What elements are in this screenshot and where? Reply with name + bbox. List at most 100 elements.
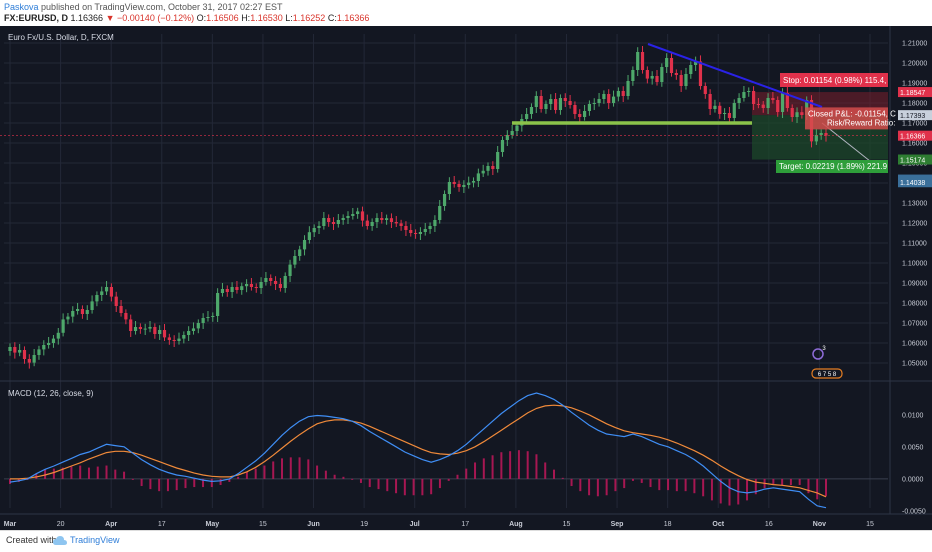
candle-body xyxy=(341,218,345,220)
macd-hist-bar xyxy=(816,478,819,500)
y-tick-label: 1.18000 xyxy=(902,101,927,108)
candle-body xyxy=(563,98,567,101)
candle-body xyxy=(655,76,659,82)
macd-hist-bar xyxy=(544,462,547,479)
candle-body xyxy=(515,125,519,131)
macd-hist-bar xyxy=(193,478,196,488)
candle-body xyxy=(708,94,712,109)
macd-hist-bar xyxy=(772,478,775,484)
macd-hist-bar xyxy=(675,478,678,492)
chart-area[interactable]: 1.21000 1.20000 1.19000 1.18000 1.17000 1.160… xyxy=(0,26,932,530)
symbol-label: FX:EURUSD, D xyxy=(4,13,69,23)
macd-hist-bar xyxy=(825,478,827,497)
candle-body xyxy=(621,91,625,96)
macd-hist-bar xyxy=(491,455,494,479)
idea-badge-count: 3 xyxy=(822,346,826,352)
author-link[interactable]: Paskova xyxy=(4,2,39,12)
candle-body xyxy=(491,166,495,169)
candle-body xyxy=(380,218,384,220)
macd-hist-bar xyxy=(640,478,643,483)
candle-body xyxy=(727,113,732,118)
candle-body xyxy=(549,99,553,104)
candle-body xyxy=(428,226,432,229)
candle-body xyxy=(684,74,688,86)
candle-body xyxy=(433,220,437,226)
macd-hist-bar xyxy=(710,478,713,501)
price-chart-svg[interactable]: 1.21000 1.20000 1.19000 1.18000 1.17000 1.160… xyxy=(0,26,932,530)
macd-hist-bar xyxy=(210,478,213,488)
candle-body xyxy=(22,350,27,359)
candle-body xyxy=(124,313,128,320)
macd-hist-bar xyxy=(631,478,634,481)
candle-body xyxy=(471,181,476,183)
candle-body xyxy=(201,318,205,323)
candle-body xyxy=(182,335,186,339)
candle-body xyxy=(153,327,157,334)
macd-hist-bar xyxy=(412,478,415,496)
candle-body xyxy=(660,67,664,82)
x-tick-label: 16 xyxy=(765,521,773,528)
macd-hist-bar xyxy=(579,478,582,492)
macd-y-tick-label: -0.0050 xyxy=(902,508,926,515)
macd-hist-bar xyxy=(281,458,283,479)
candle-body xyxy=(737,98,741,103)
macd-hist-bar xyxy=(684,478,687,492)
x-tick-label: 19 xyxy=(360,521,368,528)
candle-body xyxy=(790,108,794,117)
event-badge-icon xyxy=(811,368,843,379)
macd-hist-bar xyxy=(500,452,503,479)
macd-hist-bar xyxy=(526,451,529,479)
price-tag: 1.18547 xyxy=(900,90,925,97)
candle-body xyxy=(819,133,823,135)
candle-body xyxy=(327,218,331,222)
candle-body xyxy=(582,111,587,117)
candle-body xyxy=(587,104,592,111)
candle-body xyxy=(689,65,693,74)
macd-hist-bar xyxy=(342,476,345,479)
candle-body xyxy=(713,105,717,109)
y-tick-label: 1.21000 xyxy=(902,41,927,48)
price-tag-bg xyxy=(898,130,932,141)
candle-body xyxy=(529,107,534,114)
price-tag-bg xyxy=(898,154,932,165)
macd-hist-bar xyxy=(421,478,424,496)
macd-hist-bar xyxy=(517,450,520,479)
x-tick-label: Sep xyxy=(611,521,624,528)
macd-hist-bar xyxy=(588,478,591,496)
candle-body xyxy=(544,104,548,109)
candle-body xyxy=(611,96,616,103)
candle-body xyxy=(129,319,133,331)
event-badge-label: 6 7 5 8 xyxy=(818,372,837,378)
candle-body xyxy=(616,91,620,97)
candle-body xyxy=(631,70,635,81)
macd-hist-bar xyxy=(114,469,117,479)
candle-body xyxy=(18,350,22,353)
candle-body xyxy=(554,99,558,110)
candle-body xyxy=(312,228,316,233)
candle-body xyxy=(240,286,244,290)
candle-body xyxy=(718,105,722,114)
tradingview-cloud-icon xyxy=(52,534,68,552)
macd-hist-bar xyxy=(140,478,143,487)
macd-hist-bar xyxy=(228,478,231,482)
candle-body xyxy=(698,61,703,86)
candle-body xyxy=(158,330,162,334)
macd-hist-bar xyxy=(535,454,538,479)
candle-body xyxy=(751,91,756,104)
macd-hist-bar xyxy=(754,478,757,495)
candle-body xyxy=(80,309,85,314)
tradingview-brand[interactable]: TradingView xyxy=(70,535,120,545)
y-tick-label: 1.19000 xyxy=(902,81,927,88)
stop-label: Stop: 0.01154 (0.98%) 115.4, xyxy=(783,76,886,85)
macd-hist-bar xyxy=(298,457,301,479)
macd-hist-bar xyxy=(789,478,792,486)
candle-body xyxy=(776,100,780,112)
candle-body xyxy=(13,347,17,353)
rr-label: Risk/Reward Ratio: xyxy=(827,118,895,127)
macd-hist-bar xyxy=(658,478,661,491)
candle-body xyxy=(413,233,418,234)
candle-body xyxy=(602,94,606,99)
candle-body xyxy=(447,182,451,194)
candle-body xyxy=(220,289,225,293)
down-arrow-icon: ▼ xyxy=(105,13,115,23)
